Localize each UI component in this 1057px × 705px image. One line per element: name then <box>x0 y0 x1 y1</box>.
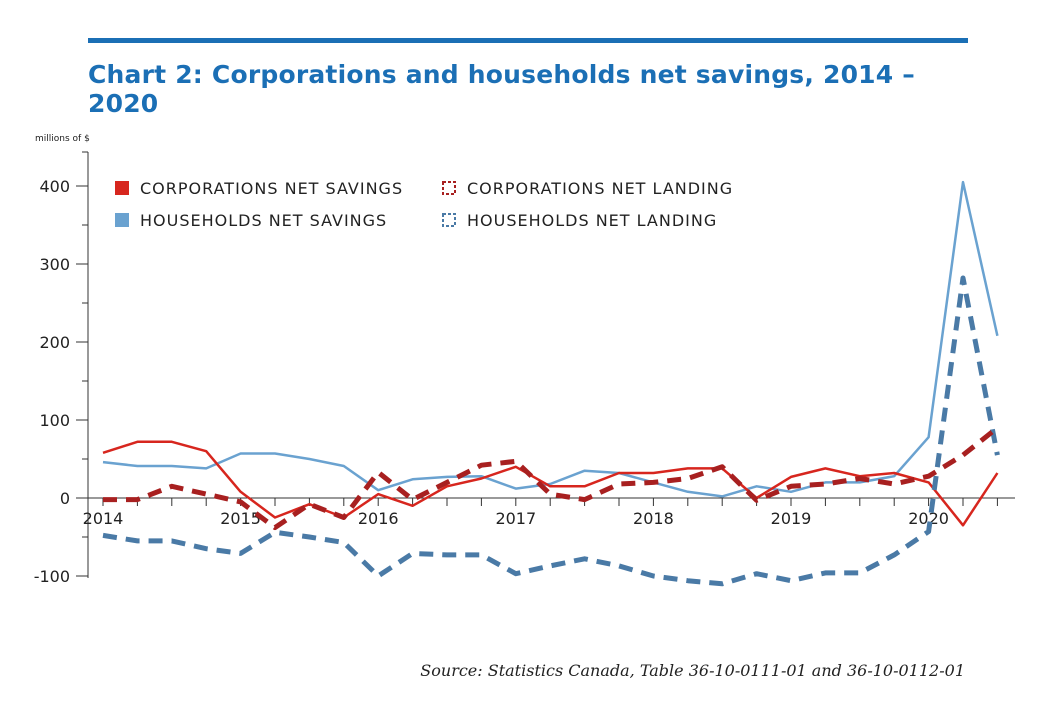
x-tick-label: 2015 <box>220 509 261 528</box>
axes: -100 0 100 200 300 400 2014 2015 2016 2017 2018 201… <box>34 151 1015 586</box>
y-tick-label: 100 <box>39 411 70 430</box>
series-line-corporations-net-savings <box>102 440 999 527</box>
x-tick-label: 2020 <box>908 509 949 528</box>
legend-swatch-corporations-net-landing <box>442 181 456 195</box>
series-lines <box>102 180 1000 587</box>
legend-label-households-net-savings: HOUSEHOLDS NET SAVINGS <box>140 211 387 230</box>
legend: CORPORATIONS NET SAVINGS CORPORATIONS NET… <box>115 179 733 230</box>
y-tick-label: 0 <box>60 489 70 508</box>
x-tick-label: 2017 <box>495 509 536 528</box>
source-note: Source: Statistics Canada, Table 36-10-0… <box>420 661 965 680</box>
x-tick-label: 2014 <box>83 509 124 528</box>
legend-label-corporations-net-landing: CORPORATIONS NET LANDING <box>467 179 733 198</box>
legend-label-corporations-net-savings: CORPORATIONS NET SAVINGS <box>140 179 403 198</box>
legend-label-households-net-landing: HOUSEHOLDS NET LANDING <box>467 211 717 230</box>
y-axis-label: millions of $ <box>35 134 90 144</box>
legend-swatch-households-net-savings <box>115 213 129 227</box>
x-tick-label: 2019 <box>771 509 812 528</box>
x-tick-label: 2016 <box>358 509 399 528</box>
x-tick-label: 2018 <box>633 509 674 528</box>
legend-swatch-corporations-net-savings <box>115 181 129 195</box>
y-tick-label: 200 <box>39 333 70 352</box>
title-rule <box>88 38 968 43</box>
legend-swatch-households-net-landing <box>442 213 456 227</box>
y-tick-label: -100 <box>34 567 70 586</box>
series-line-households-net-landing <box>102 275 1000 587</box>
series-line-households-net-savings <box>102 180 999 498</box>
y-tick-label: 400 <box>39 177 70 196</box>
y-tick-label: 300 <box>39 255 70 274</box>
chart-title: Chart 2: Corporations and households net… <box>88 60 915 118</box>
